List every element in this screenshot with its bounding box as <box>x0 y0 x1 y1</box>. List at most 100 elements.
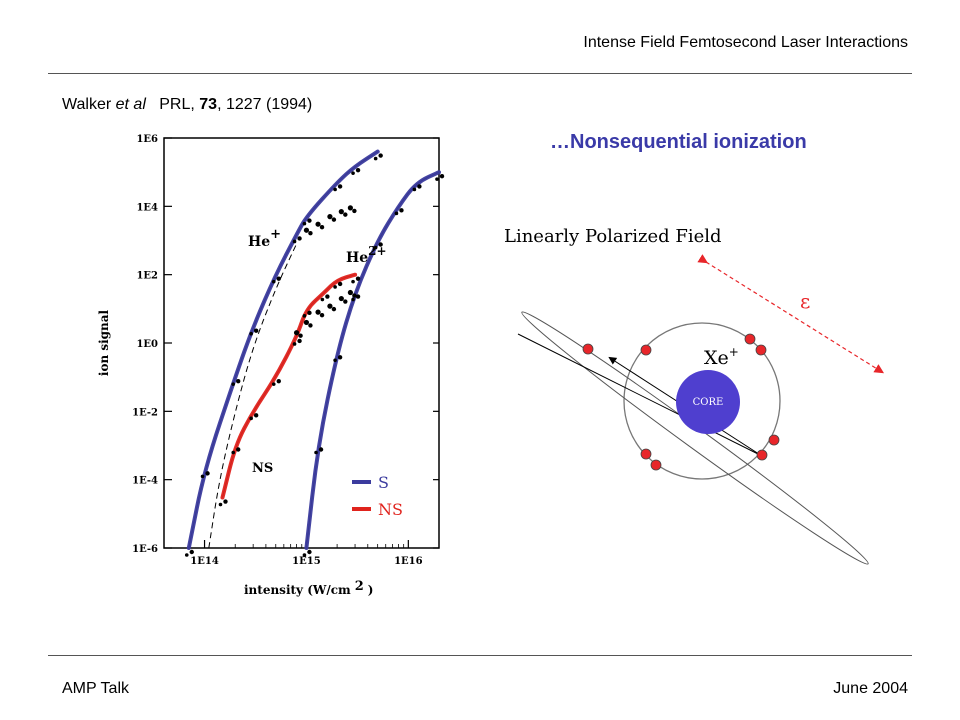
electron-dot <box>582 343 594 355</box>
annotation-ns: NS <box>252 461 273 476</box>
data-point <box>315 221 321 227</box>
data-point <box>315 309 321 315</box>
y-axis-label: ion signal <box>97 309 111 376</box>
legend-s-label: S <box>378 473 389 492</box>
electron-dot <box>640 344 652 356</box>
data-point <box>184 553 189 557</box>
data-point <box>297 236 302 241</box>
plot-frame <box>163 137 440 549</box>
dashed-reference-curve <box>208 243 298 549</box>
electron-dot <box>640 448 652 460</box>
annotation-he-2plus-text: He <box>346 250 368 266</box>
electron-dot <box>768 434 780 446</box>
citation-journal: PRL, <box>159 96 195 113</box>
citation-volume: 73 <box>199 96 218 113</box>
x-tick-label: 1E15 <box>292 556 321 567</box>
series-line-ns <box>220 272 358 500</box>
data-point <box>394 211 399 216</box>
series-layer <box>186 149 441 550</box>
y-tick-label: 1E4 <box>136 202 158 213</box>
data-point <box>355 294 361 299</box>
y-tick-label: 1E-4 <box>132 476 158 487</box>
core-circle <box>676 370 740 434</box>
data-point <box>200 474 205 479</box>
data-point <box>337 281 343 287</box>
electron-dot <box>756 449 768 461</box>
data-point <box>351 279 355 284</box>
x-axis-label: intensity (W/cm 2) <box>244 579 373 597</box>
data-point <box>373 156 378 161</box>
marker-layer <box>184 153 445 557</box>
data-point <box>297 338 302 344</box>
data-point <box>412 187 417 192</box>
x-tick-labels: 1E14 1E15 1E16 <box>190 556 422 567</box>
x-axis-label-text: intensity (W/cm <box>244 583 351 597</box>
ion-label: Xe+ <box>704 345 739 369</box>
ion-signal-chart: 1E14 1E15 1E16 1E-6 1E-4 1E-2 1E0 1E2 1E4 1E6 io… <box>97 134 445 597</box>
y-tick-label: 1E0 <box>136 339 158 350</box>
data-point <box>303 319 310 326</box>
y-tick-label: 1E-6 <box>132 544 158 555</box>
data-point <box>347 205 353 211</box>
data-point <box>319 224 325 230</box>
series-trace-black <box>305 171 440 549</box>
epsilon-label: ε <box>800 289 810 313</box>
data-point <box>327 303 333 309</box>
data-point <box>231 382 236 386</box>
data-point <box>373 245 378 250</box>
data-point <box>355 276 361 281</box>
data-point <box>343 212 348 217</box>
data-point <box>231 450 236 455</box>
annotation-he-plus-sup: + <box>270 227 281 242</box>
y-tick-label: 1E2 <box>136 271 158 282</box>
data-point <box>249 416 253 421</box>
trajectory-line <box>517 333 763 457</box>
annotation-he-plus-text: He <box>248 234 270 250</box>
data-point <box>271 382 276 386</box>
data-point <box>276 276 281 281</box>
data-point <box>347 289 353 296</box>
data-point <box>236 378 241 384</box>
data-point <box>189 549 194 555</box>
polarized-field-diagram: Linearly Polarized Field ε CORE Xe+ <box>504 226 885 565</box>
footer-left: AMP Talk <box>62 680 129 697</box>
footer-right: June 2004 <box>833 680 908 697</box>
data-point <box>337 184 343 189</box>
legend-ns-label: NS <box>378 500 403 519</box>
y-tick-label: 1E-2 <box>132 407 158 418</box>
electron-group <box>582 333 780 471</box>
data-point <box>314 450 318 455</box>
data-point <box>352 208 357 214</box>
data-point <box>351 171 355 175</box>
tick-group <box>164 137 439 549</box>
data-point <box>417 184 422 189</box>
data-point <box>399 208 404 213</box>
series-trace-black <box>188 151 379 549</box>
footer-rule <box>48 655 912 656</box>
data-point <box>343 299 348 304</box>
x-axis-label-end: ) <box>368 583 374 597</box>
data-point <box>333 187 337 192</box>
data-point <box>307 549 312 555</box>
series-line-s <box>304 170 441 550</box>
data-point <box>292 239 297 244</box>
data-point <box>333 358 337 363</box>
x-tick-label: 1E16 <box>394 556 423 567</box>
data-point <box>318 447 324 452</box>
data-point <box>331 306 337 312</box>
data-point <box>271 279 276 284</box>
data-point <box>355 167 361 173</box>
data-point <box>308 231 313 236</box>
x-tick-label: 1E14 <box>190 556 219 567</box>
data-point <box>435 177 439 181</box>
data-point <box>327 214 333 220</box>
annotation-he-2plus-sup: 2+ <box>368 244 386 258</box>
orbit-circle <box>623 322 781 480</box>
x-axis-label-sup: 2 <box>355 579 364 594</box>
electron-dot <box>650 459 662 471</box>
data-point <box>223 499 228 504</box>
data-point <box>338 295 344 302</box>
data-point <box>293 330 300 336</box>
data-point <box>302 314 307 318</box>
y-tick-label: 1E6 <box>136 134 158 145</box>
